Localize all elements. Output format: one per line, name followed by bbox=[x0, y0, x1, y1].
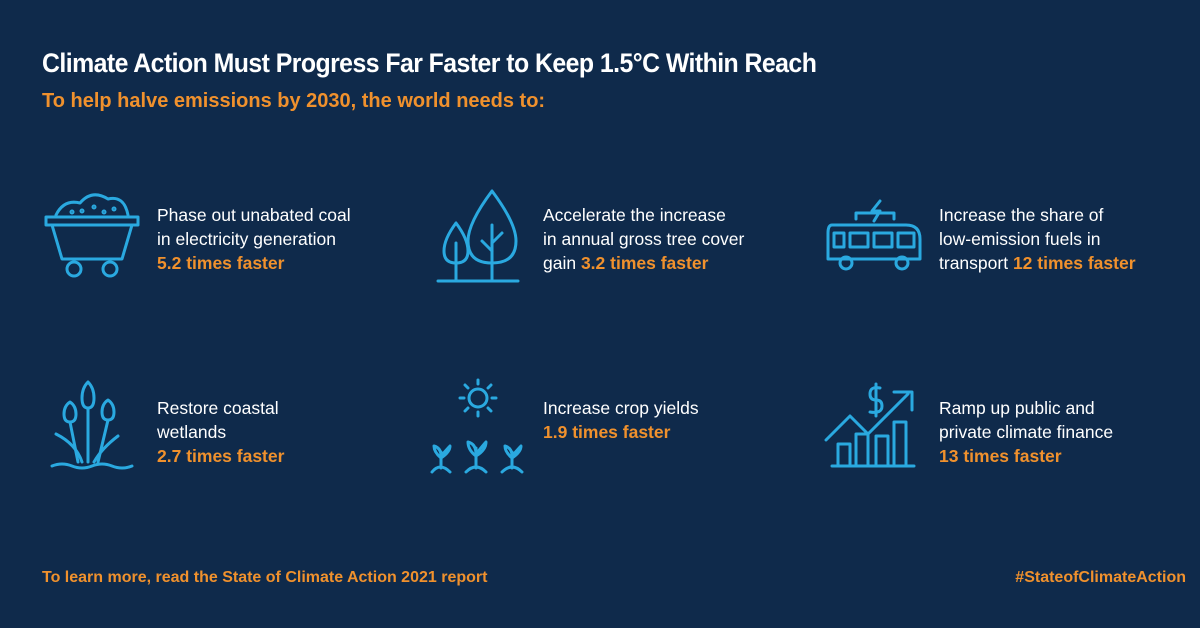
wetland-reeds-icon bbox=[42, 378, 142, 478]
item-highlight: 13 times faster bbox=[939, 446, 1062, 466]
item-text: Ramp up public and private climate finan… bbox=[939, 396, 1113, 468]
item-highlight: 2.7 times faster bbox=[157, 446, 285, 466]
item-line1: Ramp up public and bbox=[939, 398, 1095, 418]
item-line2: low-emission fuels in bbox=[939, 229, 1101, 249]
footer-report-link[interactable]: To learn more, read the State of Climate… bbox=[42, 569, 488, 586]
item-highlight: 12 times faster bbox=[1012, 253, 1136, 273]
item-line1: Increase crop yields bbox=[543, 398, 699, 418]
electric-bus-icon bbox=[824, 185, 924, 285]
coal-cart-icon bbox=[42, 185, 142, 285]
item-line2: wetlands bbox=[157, 422, 227, 442]
item-prefix: transport bbox=[939, 253, 1013, 273]
item-line1: Phase out unabated coal bbox=[157, 205, 351, 225]
item-line1: Accelerate the increase bbox=[543, 205, 726, 225]
item-wetlands: Restore coastal wetlands 2.7 times faste… bbox=[42, 378, 402, 488]
item-text: Increase the share of low-emission fuels… bbox=[939, 203, 1136, 275]
item-line2: private climate finance bbox=[939, 422, 1114, 442]
item-finance: Ramp up public and private climate finan… bbox=[824, 378, 1184, 488]
item-line1: Increase the share of bbox=[939, 205, 1104, 225]
trees-icon bbox=[428, 185, 528, 285]
item-text: Phase out unabated coal in electricity g… bbox=[157, 203, 351, 275]
item-coal: Phase out unabated coal in electricity g… bbox=[42, 185, 402, 295]
item-line1: Restore coastal bbox=[157, 398, 279, 418]
finance-growth-icon bbox=[824, 378, 924, 478]
crops-sun-icon bbox=[428, 378, 528, 478]
footer-hashtag: #StateofClimateAction bbox=[1015, 569, 1186, 586]
item-line2: in electricity generation bbox=[157, 229, 336, 249]
item-text: Restore coastal wetlands 2.7 times faste… bbox=[157, 396, 284, 468]
item-line2: in annual gross tree cover bbox=[543, 229, 745, 249]
item-highlight: 1.9 times faster bbox=[543, 422, 671, 442]
page-subtitle: To help halve emissions by 2030, the wor… bbox=[42, 90, 546, 112]
item-text: Accelerate the increase in annual gross … bbox=[543, 203, 744, 275]
item-highlight: 5.2 times faster bbox=[157, 253, 285, 273]
item-prefix: gain bbox=[543, 253, 581, 273]
item-crops: Increase crop yields 1.9 times faster bbox=[428, 378, 788, 488]
item-transport: Increase the share of low-emission fuels… bbox=[824, 185, 1184, 295]
item-highlight: 3.2 times faster bbox=[580, 253, 709, 273]
page-title: Climate Action Must Progress Far Faster … bbox=[42, 48, 817, 78]
item-text: Increase crop yields 1.9 times faster bbox=[543, 396, 699, 444]
item-trees: Accelerate the increase in annual gross … bbox=[428, 185, 788, 295]
